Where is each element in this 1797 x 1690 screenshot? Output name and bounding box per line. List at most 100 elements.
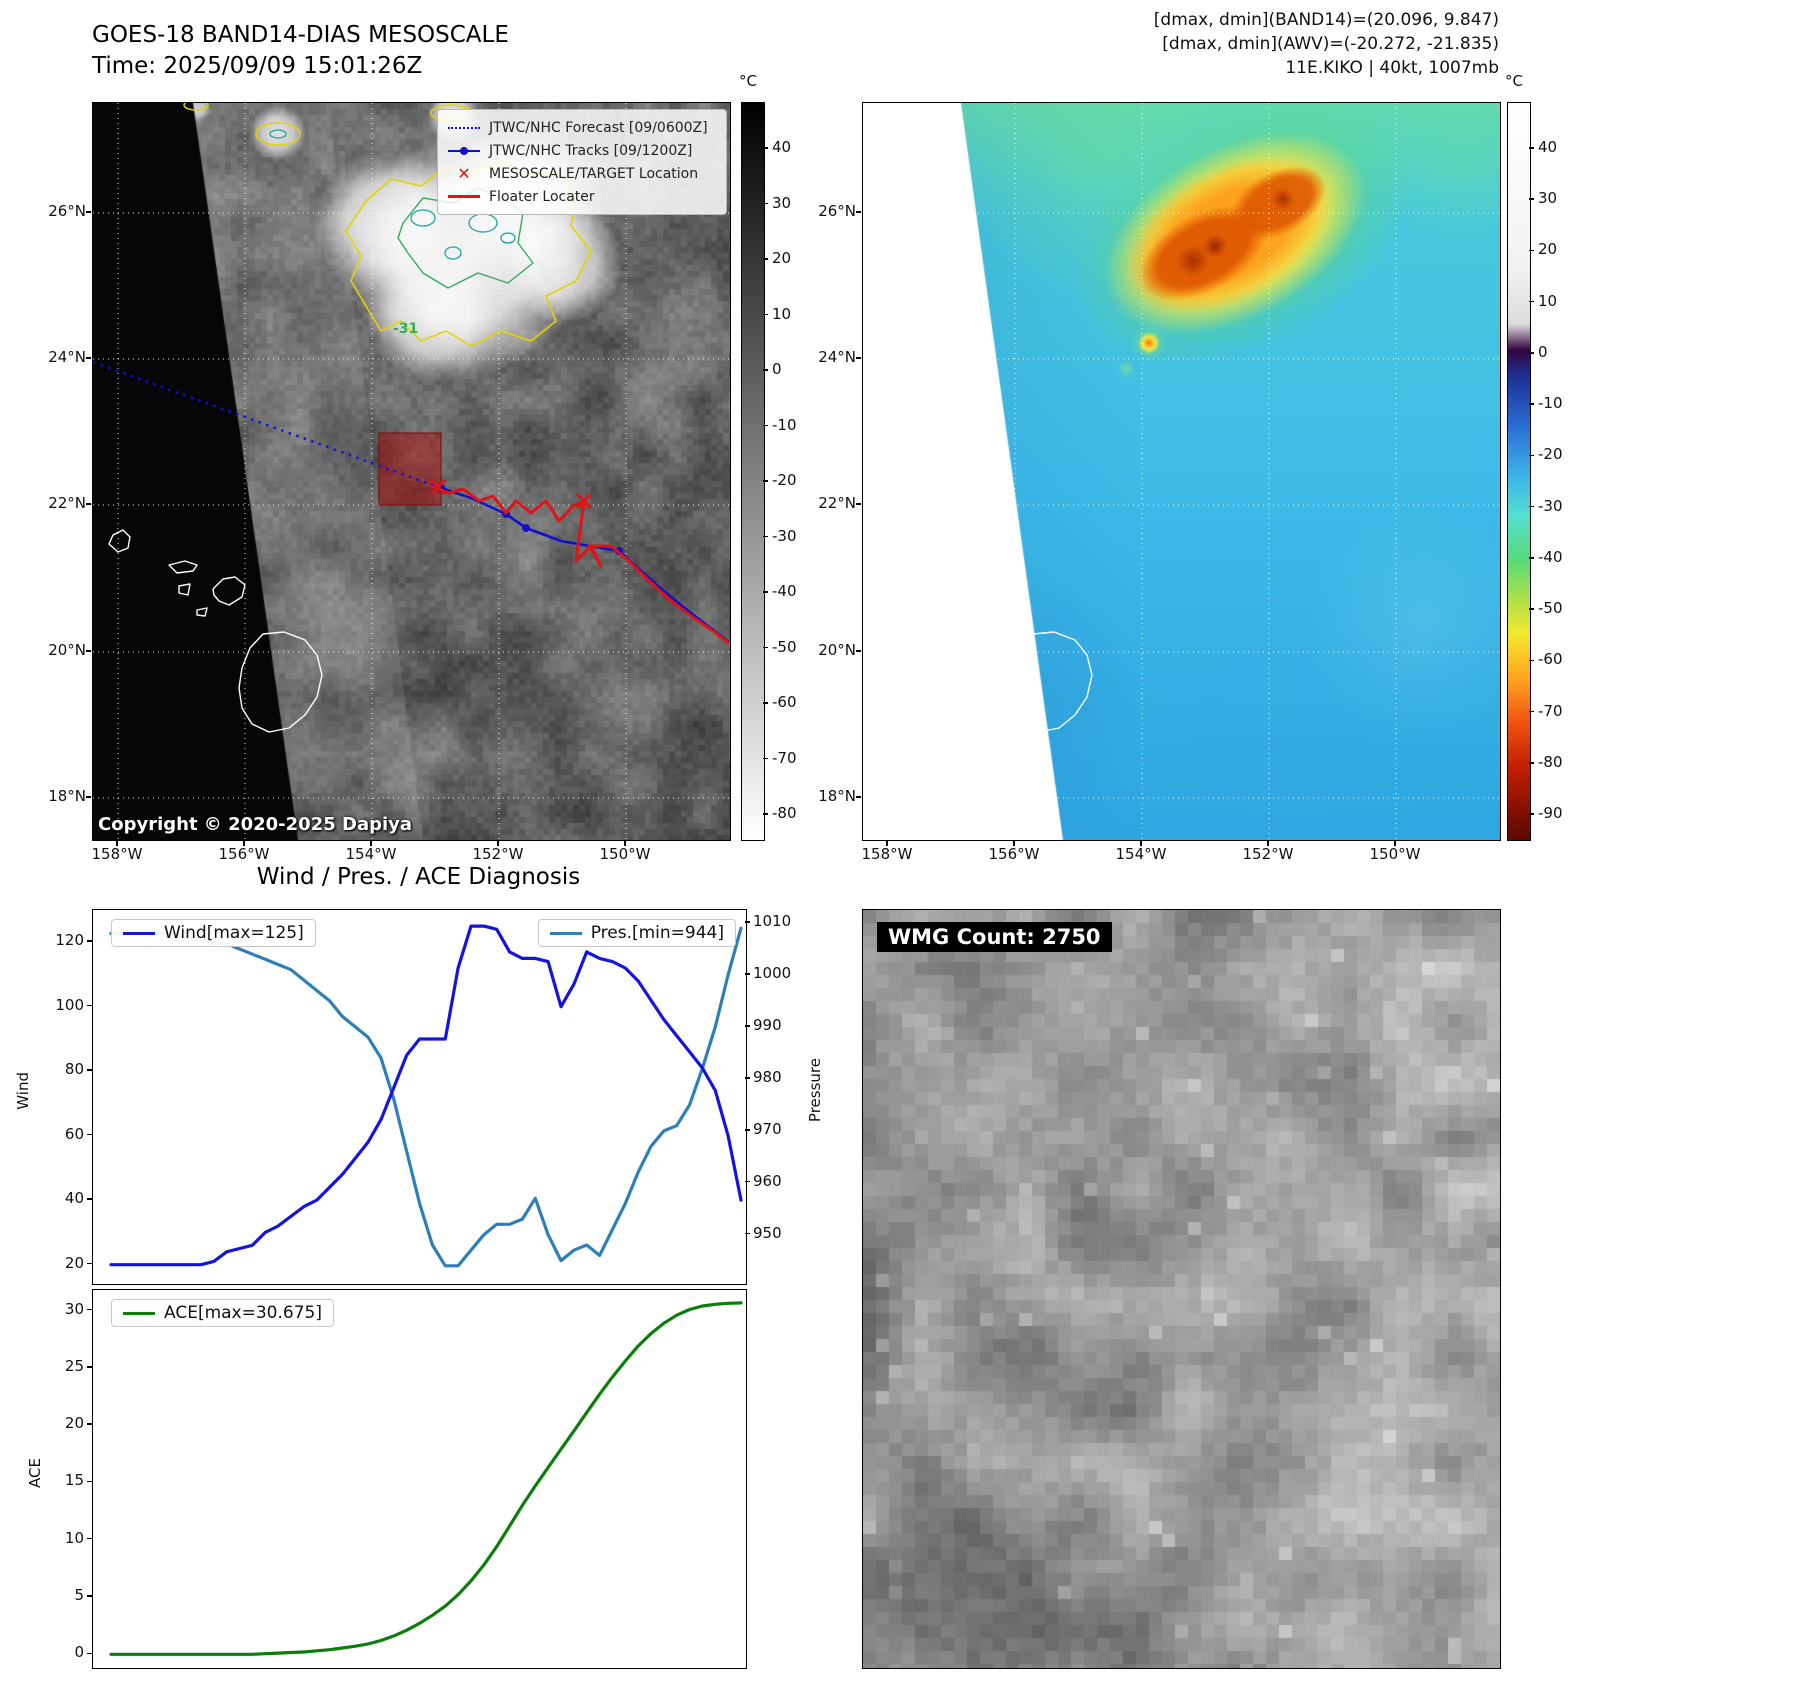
axis-tick-mark xyxy=(1529,403,1534,405)
ace-tick-label: 25 xyxy=(64,1356,84,1375)
colorbar-tick-label: 0 xyxy=(772,360,782,378)
axis-tick-mark xyxy=(1013,840,1015,846)
axis-tick-mark xyxy=(1529,659,1534,662)
ace-legend: ACE[max=30.675] xyxy=(111,1299,334,1327)
lat-tick-label: 18°N xyxy=(48,787,86,805)
lon-tick-label: 154°W xyxy=(1115,845,1167,863)
awv-header-line: [dmax, dmin](BAND14)=(20.096, 9.847) xyxy=(1153,10,1499,30)
colorbar-tick-label: -30 xyxy=(1538,496,1563,515)
axis-tick-mark xyxy=(763,424,768,427)
axis-tick-mark xyxy=(856,650,861,652)
axis-tick-mark xyxy=(763,702,768,704)
ace-line-icon xyxy=(123,1311,155,1315)
axis-tick-mark xyxy=(745,1077,750,1079)
axis-tick-mark xyxy=(87,1537,92,1540)
lat-tick-label: 26°N xyxy=(818,202,856,220)
ace-tick-label: 30 xyxy=(64,1299,84,1318)
awv-satellite-image xyxy=(863,103,1500,840)
axis-tick-mark xyxy=(1529,762,1534,764)
pressure-tick-label: 1010 xyxy=(753,911,792,930)
lon-tick-label: 158°W xyxy=(91,845,143,863)
forecast-line-icon xyxy=(446,126,482,129)
colorbar-tick-label: 30 xyxy=(772,193,792,212)
axis-tick-mark xyxy=(1529,608,1534,610)
ace-tick-label: 10 xyxy=(64,1528,84,1547)
lon-tick-label: 158°W xyxy=(861,845,913,863)
axis-tick-mark xyxy=(624,840,626,846)
axis-tick-mark xyxy=(1529,147,1534,149)
axis-tick-mark xyxy=(763,535,768,538)
legend-label: JTWC/NHC Tracks [09/1200Z] xyxy=(489,142,693,159)
lat-tick-label: 22°N xyxy=(818,494,856,512)
axis-tick-mark xyxy=(86,503,91,505)
axis-tick-mark xyxy=(763,480,768,482)
pressure-tick-label: 970 xyxy=(753,1119,782,1138)
pressure-tick-label: 980 xyxy=(753,1067,782,1086)
axis-tick-mark xyxy=(86,357,91,359)
colorbar-tick-label: 10 xyxy=(1538,291,1558,310)
axis-tick-mark xyxy=(763,646,768,649)
pressure-tick-label: 950 xyxy=(753,1223,782,1242)
axis-tick-mark xyxy=(745,1129,750,1131)
copyright-text: Copyright © 2020-2025 Dapiya xyxy=(98,814,413,835)
axis-tick-mark xyxy=(87,1069,92,1071)
legend-item: ✕ MESOSCALE/TARGET Location xyxy=(446,162,718,185)
colorbar-tick-label: -50 xyxy=(1538,599,1563,618)
colorbar-tick-label: -30 xyxy=(772,526,797,545)
pressure-legend: Pres.[min=944] xyxy=(537,919,736,947)
colorbar-tick-label: 0 xyxy=(1538,342,1548,361)
axis-tick-mark xyxy=(116,840,118,846)
lon-tick-label: 152°W xyxy=(472,845,524,863)
legend-item: JTWC/NHC Tracks [09/1200Z] xyxy=(446,139,718,162)
axis-tick-mark xyxy=(1529,454,1534,457)
axis-tick-mark xyxy=(856,503,861,505)
wmg-count-badge: WMG Count: 2750 xyxy=(877,922,1112,952)
awv-colorbar xyxy=(1507,102,1531,841)
colorbar-tick-label: 10 xyxy=(772,304,792,323)
axis-tick-mark xyxy=(763,369,768,371)
pressure-tick-label: 960 xyxy=(753,1171,782,1190)
awv-header-line: [dmax, dmin](AWV)=(-20.272, -21.835) xyxy=(1162,34,1499,54)
axis-tick-mark xyxy=(886,840,888,846)
band14-map: JTWC/NHC Forecast [09/0600Z] JTWC/NHC Tr… xyxy=(92,102,731,841)
band14-map-legend: JTWC/NHC Forecast [09/0600Z] JTWC/NHC Tr… xyxy=(437,109,727,215)
axis-tick-mark xyxy=(763,813,768,815)
track-line-icon xyxy=(446,146,482,155)
axis-tick-mark xyxy=(86,796,91,798)
legend-label: Floater Locater xyxy=(489,188,595,205)
ace-tick-label: 5 xyxy=(74,1585,84,1604)
wind-tick-label: 120 xyxy=(55,931,84,950)
lat-tick-label: 24°N xyxy=(818,348,856,366)
ace-tick-label: 20 xyxy=(64,1414,84,1433)
axis-tick-mark xyxy=(1529,249,1534,252)
awv-map xyxy=(862,102,1501,841)
axis-tick-mark xyxy=(1529,505,1534,508)
colorbar-tick-label: -20 xyxy=(772,471,797,489)
axis-tick-mark xyxy=(87,1198,92,1200)
wind-line-icon xyxy=(123,931,155,935)
colorbar-tick-label: -80 xyxy=(1538,752,1563,771)
ace-tick-label: 0 xyxy=(74,1643,84,1662)
floater-line-icon xyxy=(446,195,482,198)
ace-legend-label: ACE[max=30.675] xyxy=(164,1303,322,1323)
legend-item: JTWC/NHC Forecast [09/0600Z] xyxy=(446,116,718,139)
lat-tick-label: 20°N xyxy=(818,641,856,659)
awv-header: [dmax, dmin](BAND14)=(20.096, 9.847) [dm… xyxy=(1154,8,1499,80)
axis-tick-mark xyxy=(1529,300,1534,303)
axis-tick-mark xyxy=(763,591,768,593)
axis-tick-mark xyxy=(87,1652,92,1654)
wind-tick-label: 20 xyxy=(64,1253,84,1272)
colorbar-tick-label: -40 xyxy=(1538,547,1563,566)
axis-tick-mark xyxy=(763,147,768,149)
axis-tick-mark xyxy=(1529,352,1534,354)
wmg-panel: WMG Count: 2750 xyxy=(862,909,1501,1669)
axis-tick-mark xyxy=(497,840,499,846)
colorbar-tick-label: -10 xyxy=(1538,394,1563,413)
axis-tick-mark xyxy=(1529,557,1534,559)
colorbar-tick-label: -40 xyxy=(772,582,797,600)
wmg-count-image xyxy=(863,910,1500,1668)
colorbar-tick-label: -70 xyxy=(1538,701,1563,720)
axis-tick-mark xyxy=(1140,840,1142,846)
band14-colorbar-unit: °C xyxy=(739,72,757,90)
wind-axis-label: Wind xyxy=(14,1072,32,1110)
